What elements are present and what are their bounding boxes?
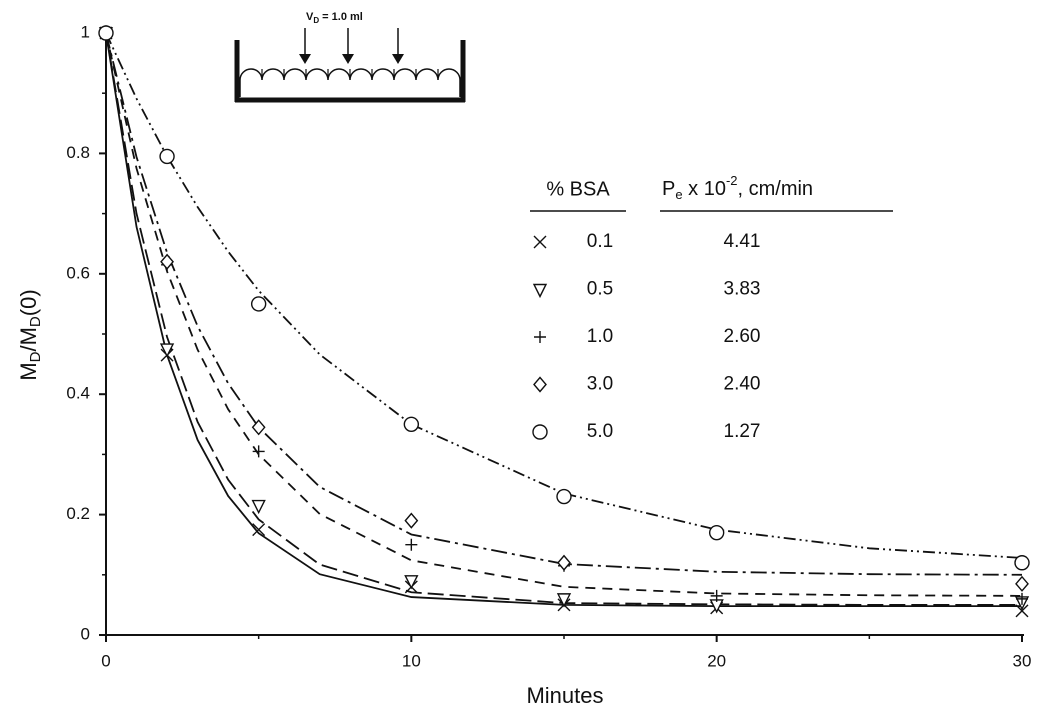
point <box>251 419 266 436</box>
inset-label-sub: D <box>313 16 319 25</box>
y-label-part: (0) <box>16 289 41 316</box>
point <box>403 416 420 432</box>
fit-curve <box>105 32 1022 606</box>
y-tick-label: 0.8 <box>66 143 90 162</box>
y-tick-label: 0 <box>81 624 90 643</box>
legend-pe: 4.41 <box>724 231 761 252</box>
inset-label: VD = 1.0 ml <box>306 11 363 25</box>
y-label-sub: D <box>27 316 44 327</box>
legend-marker <box>533 235 547 249</box>
point <box>252 445 265 458</box>
legend-label: 1.0 <box>587 326 613 347</box>
point <box>404 575 419 590</box>
point <box>1014 555 1030 571</box>
legend-marker <box>532 424 548 440</box>
x-tick-label: 30 <box>1013 651 1032 670</box>
y-label-part: /M <box>16 327 41 351</box>
legend-label: 0.5 <box>587 279 613 300</box>
pe-part: P <box>662 178 675 200</box>
point <box>1015 575 1029 592</box>
legend-pe: 1.27 <box>724 421 761 442</box>
legend-label: 3.0 <box>587 374 613 395</box>
point <box>404 512 419 529</box>
pe-sub: e <box>675 187 682 202</box>
legend-marker <box>533 376 547 393</box>
point <box>556 488 572 505</box>
inset-diagram <box>234 28 466 103</box>
point <box>405 538 418 551</box>
x-tick-label: 0 <box>101 651 110 670</box>
point <box>160 253 174 270</box>
y-tick-label: 0.2 <box>66 504 90 523</box>
point <box>557 554 571 571</box>
inset-label-part: = 1.0 ml <box>319 11 363 23</box>
legend-pe: 2.60 <box>724 326 761 347</box>
point <box>1016 592 1028 605</box>
fit-curve <box>105 32 1022 608</box>
legend-marker <box>534 331 546 343</box>
inset-label-part: V <box>306 11 314 23</box>
point <box>250 296 267 312</box>
pe-sup: -2 <box>726 173 738 188</box>
pe-part: , cm/min <box>738 178 814 200</box>
x-axis-label: Minutes <box>526 683 603 708</box>
y-tick-label: 1 <box>81 22 90 41</box>
point <box>251 499 266 515</box>
point <box>98 25 114 41</box>
legend-header: Pe x 10-2, cm/min <box>662 173 813 202</box>
x-tick-label: 10 <box>402 651 421 670</box>
fit-curve <box>105 32 1023 576</box>
y-tick-label: 0.6 <box>66 263 90 282</box>
point <box>159 343 175 358</box>
point <box>252 523 266 537</box>
point <box>1015 604 1029 618</box>
legend-label: 0.1 <box>587 231 613 252</box>
y-axis-label: MD/MD(0) <box>16 289 44 380</box>
legend-label: 5.0 <box>587 421 613 442</box>
point <box>708 524 725 541</box>
legend-header: % BSA <box>546 178 610 200</box>
y-label-part: M <box>16 362 41 380</box>
legend-marker <box>532 283 548 299</box>
y-label-sub: D <box>27 351 44 362</box>
point <box>710 589 723 602</box>
point <box>556 593 572 608</box>
fit-curve <box>105 32 1023 597</box>
point <box>159 148 175 165</box>
y-tick-label: 0.4 <box>66 384 90 403</box>
fit-curve <box>105 32 1023 559</box>
pe-part: x 10 <box>683 178 726 200</box>
legend-pe: 3.83 <box>724 279 761 300</box>
legend-pe: 2.40 <box>724 374 761 395</box>
x-tick-label: 20 <box>707 651 726 670</box>
